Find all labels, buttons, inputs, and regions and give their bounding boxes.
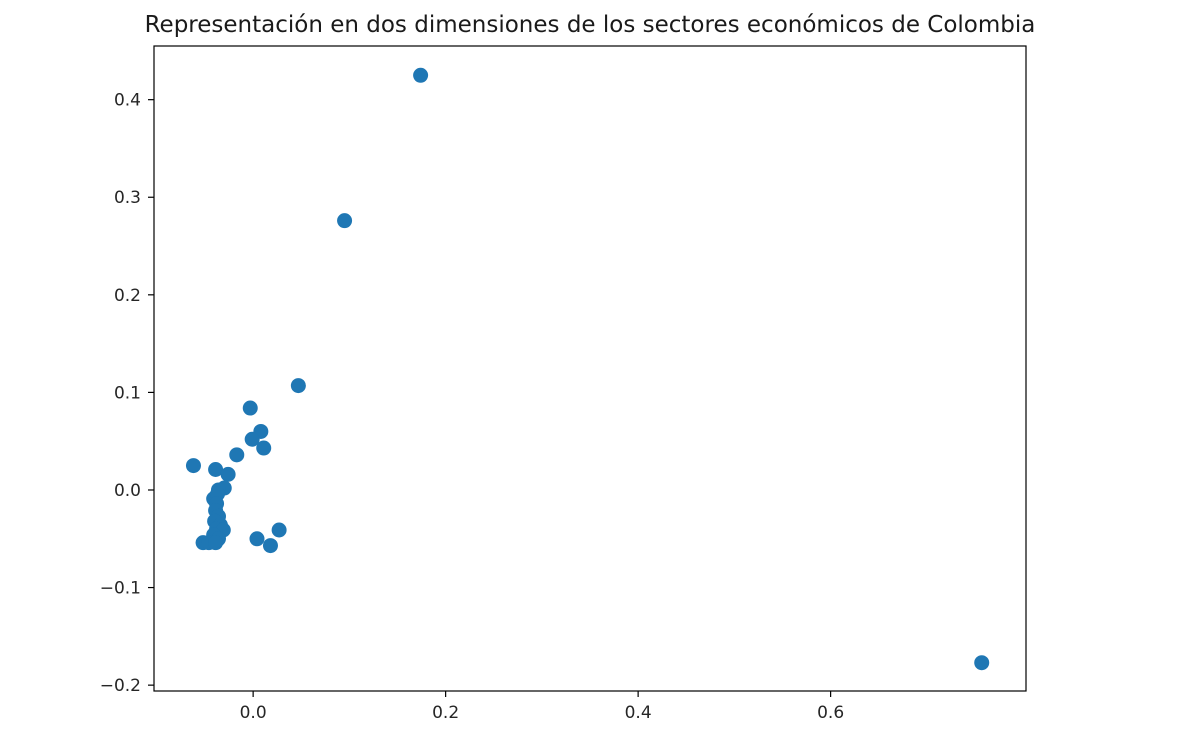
data-point (337, 213, 353, 229)
y-tick-label: 0.3 (114, 188, 141, 208)
x-tick-label: 0.4 (625, 703, 652, 723)
data-point (413, 67, 429, 83)
data-point (242, 400, 258, 416)
data-point (256, 440, 272, 456)
y-tick-label: 0.4 (114, 91, 141, 111)
data-point (185, 458, 201, 474)
data-point (208, 461, 224, 477)
data-point (229, 447, 245, 463)
data-point (262, 538, 278, 554)
data-point (208, 535, 224, 551)
plot-frame (153, 45, 1027, 692)
data-point (271, 522, 287, 538)
x-tick-label: 0.2 (432, 703, 459, 723)
y-tick-label: 0.0 (114, 481, 141, 501)
y-tick-label: 0.1 (114, 383, 141, 403)
y-tick-label: −0.2 (100, 676, 141, 696)
data-point (974, 655, 990, 671)
data-point (249, 531, 265, 547)
data-point (290, 378, 306, 394)
plot-area (153, 45, 1027, 692)
y-tick-label: 0.2 (114, 286, 141, 306)
y-tick-label: −0.1 (100, 579, 141, 599)
y-axis: −0.2 −0.1 0.0 0.1 0.2 0.3 0.4 (100, 91, 154, 696)
x-tick-label: 0.6 (817, 703, 844, 723)
x-axis: 0.0 0.2 0.4 0.6 (240, 691, 844, 723)
data-point (220, 466, 236, 482)
chart-title: Representación en dos dimensiones de los… (145, 12, 1036, 38)
data-point (244, 431, 260, 447)
scatter-points (185, 67, 990, 671)
x-tick-label: 0.0 (240, 703, 267, 723)
